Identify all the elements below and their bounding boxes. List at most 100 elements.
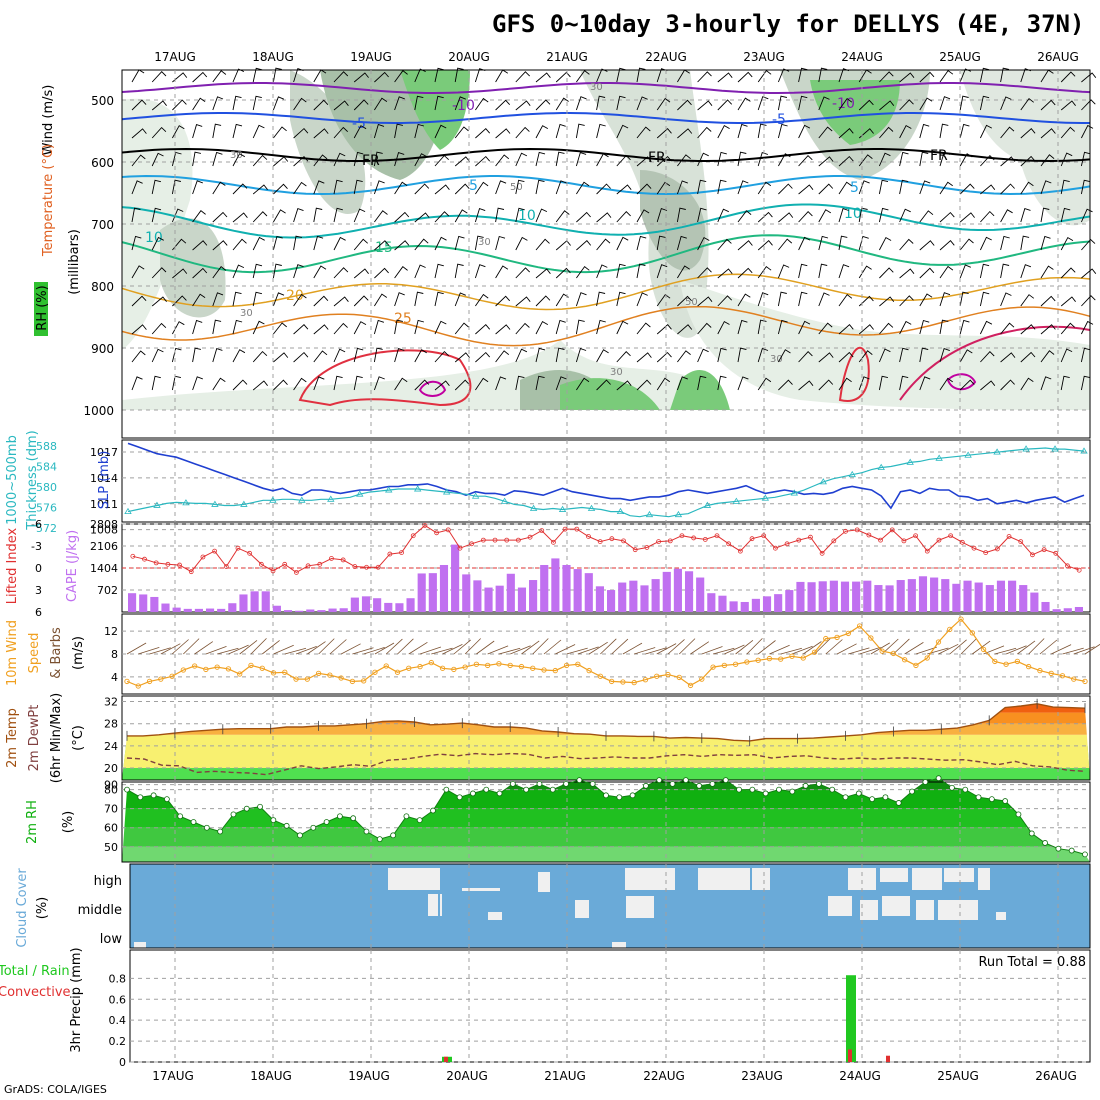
wind-barb [939, 181, 953, 195]
cape-bar [796, 581, 805, 612]
wind-barb [737, 293, 751, 307]
cloud-clear-block [848, 868, 876, 890]
temperature-contour-label: 15 [375, 240, 393, 256]
panel-axis-label: (millibars) [67, 229, 82, 295]
temperature-contour-label: 5 [850, 180, 859, 196]
thickness-marker [327, 495, 335, 502]
wind-barb-10m [1073, 646, 1095, 655]
wind-barb [172, 295, 187, 307]
precip-total-bar [846, 975, 856, 1062]
wind-barb [616, 154, 631, 167]
wind-barb [616, 211, 631, 223]
wind-barb [1040, 265, 1054, 279]
rh-marker [283, 822, 290, 829]
wind-barb [474, 208, 486, 223]
rh-marker [669, 781, 676, 787]
wind-barb [919, 319, 930, 335]
cloud-clear-block [698, 868, 750, 890]
wind-barb [232, 349, 246, 363]
wind-speed-marker [417, 663, 423, 670]
wind-barb [414, 212, 430, 223]
date-label-bottom: 26AUG [1035, 1069, 1077, 1083]
wind-barb [980, 380, 996, 391]
thickness-tick-label: 588 [36, 440, 57, 453]
wind-barb [192, 347, 201, 363]
rh-legend-swatch [34, 282, 48, 336]
temp-tick-label: 28 [104, 718, 118, 731]
wind-barb [252, 263, 263, 279]
wind-barb [737, 123, 748, 139]
cape-bar [239, 594, 248, 612]
rh-marker [536, 781, 543, 787]
wind-barb [959, 153, 973, 167]
wind-speed-marker [507, 662, 513, 669]
wind-barb [454, 235, 465, 251]
wind-barb [858, 128, 874, 139]
wind-barb [293, 377, 307, 391]
wind-barb [373, 180, 385, 195]
rh-marker [603, 792, 609, 799]
wind-barb [878, 179, 889, 195]
li-marker [317, 561, 323, 567]
cloud-clear-block [882, 896, 910, 916]
wind-barbs [131, 67, 1097, 391]
wind-barb [919, 210, 934, 223]
wind-barb [535, 125, 549, 139]
wind-barb [172, 321, 185, 335]
wind-barb [899, 208, 911, 223]
cape-bar [662, 571, 671, 612]
precip-tick-label: 0.6 [109, 993, 127, 1006]
panel-axis-label: & Barbs [49, 627, 64, 679]
wind-tick-label: 4 [111, 671, 118, 684]
wind-barb [212, 240, 228, 251]
wind-barb [131, 128, 147, 139]
wind-barb [293, 127, 309, 139]
wind-speed-marker [383, 663, 389, 669]
thickness-marker [674, 510, 683, 518]
wind-barb [879, 100, 895, 111]
wind-barb [212, 348, 223, 363]
panel-axis-label: Cloud Cover [15, 868, 30, 948]
wind-barb [212, 123, 222, 139]
wind-barb [212, 266, 227, 279]
cape-bar [283, 610, 293, 612]
rh-marker [736, 786, 742, 793]
li-marker [726, 541, 732, 547]
wind-barb [879, 296, 895, 307]
wind-barb [212, 70, 227, 83]
wind-barb [434, 67, 444, 83]
wind-barb [535, 295, 551, 307]
wind-barb [454, 96, 466, 111]
wind-barb [475, 181, 489, 195]
wind-barb [333, 375, 343, 391]
wind-barb-10m [690, 641, 710, 655]
wind-barb [798, 263, 808, 279]
wind-barb [959, 68, 972, 83]
wind-barb-10m [217, 647, 239, 655]
wind-barb [171, 179, 181, 195]
wind-barb [879, 322, 894, 335]
li-marker [188, 569, 194, 575]
cloud-clear-block [626, 896, 654, 918]
wind-barb [414, 153, 427, 167]
wind-speed-marker [980, 646, 987, 653]
li-tick-label: 3 [35, 584, 42, 597]
wind-barb [535, 151, 546, 167]
temp-tick-label: 24 [104, 740, 118, 753]
thickness-marker [356, 490, 364, 497]
rh-marker [802, 782, 809, 789]
date-label-top: 20AUG [448, 50, 490, 64]
wind-barb [737, 151, 747, 167]
cape-bar [217, 608, 226, 612]
wind-barb [1000, 209, 1013, 223]
wind-speed-marker [665, 671, 671, 678]
rh-marker [709, 781, 716, 787]
wind-barb [373, 151, 383, 167]
wind-speed-marker [552, 667, 558, 674]
panel-axis-label: 3hr Precip (mm) [69, 947, 84, 1052]
wind-barb [879, 267, 894, 279]
wind-barb [1081, 268, 1097, 279]
panel-axis-label: Temperature (°C) [41, 144, 56, 257]
wind-barb [676, 180, 688, 195]
wind-barb [980, 210, 995, 223]
